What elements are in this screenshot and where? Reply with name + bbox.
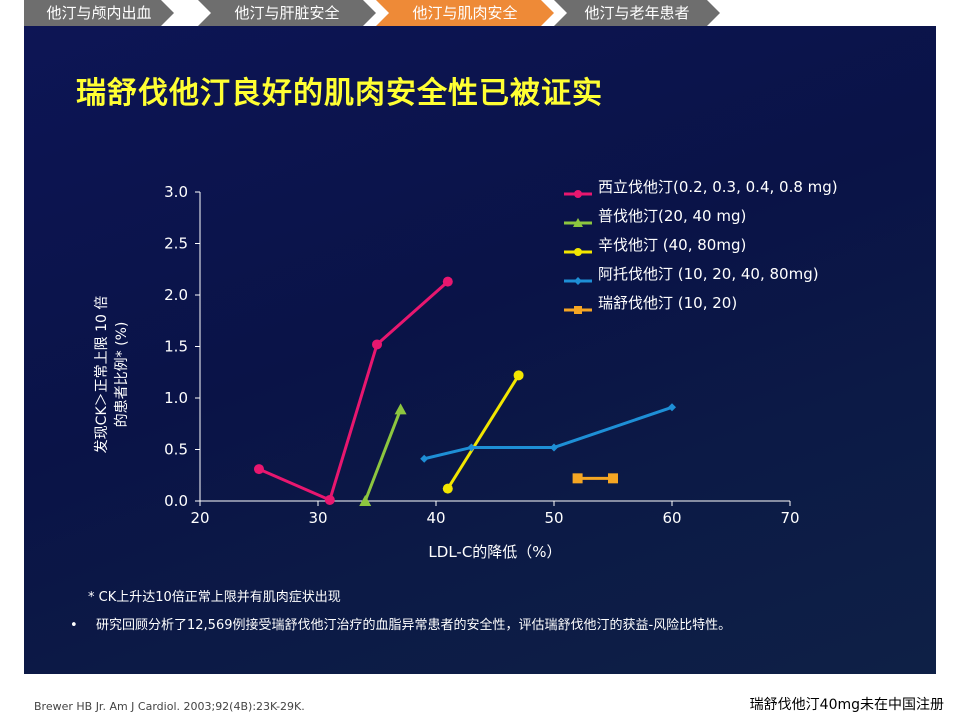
slide-title: 瑞舒伐他汀良好的肌肉安全性已被证实 xyxy=(76,76,603,111)
tab-label: 他汀与颅内出血 xyxy=(46,4,152,22)
tab-elderly-patients[interactable]: 他汀与老年患者 xyxy=(554,0,720,26)
chart-axes: 20 30 40 50 60 70 0.0 0.5 1.0 1.5 2.0 2.5 3.0 LDL-C… xyxy=(94,183,800,561)
legend-marker xyxy=(574,190,582,198)
x-axis-label: LDL-C的降低（%） xyxy=(428,543,561,561)
data-point xyxy=(513,370,524,381)
legend-marker xyxy=(573,218,583,227)
tab-intracranial-hemorrhage[interactable]: 他汀与颅内出血 xyxy=(24,0,174,26)
x-tick-label: 30 xyxy=(308,509,327,527)
series-line xyxy=(258,280,449,503)
legend-item: 辛伐他汀 (40, 80mg) xyxy=(564,236,746,256)
legend-item: 阿托伐他汀 (10, 20, 40, 80mg) xyxy=(564,265,819,285)
series-1 xyxy=(254,276,453,505)
data-point xyxy=(442,483,453,494)
x-tick-label: 60 xyxy=(662,509,681,527)
study-note-text: 研究回顾分析了12,569例接受瑞舒伐他汀治疗的血脂异常患者的安全性，评估瑞舒伐… xyxy=(96,618,732,633)
data-point xyxy=(394,403,407,415)
chart-legend: 西立伐他汀(0.2, 0.3, 0.4, 0.8 mg) 普伐他汀(20, 40 … xyxy=(564,178,838,314)
data-point xyxy=(467,443,476,452)
legend-marker xyxy=(574,277,582,285)
x-tick-label: 40 xyxy=(426,509,445,527)
data-point xyxy=(324,494,335,505)
y-axis-label-line-2: 的患者比例* (%) xyxy=(114,322,130,428)
y-axis-label: 发现CK＞正常上限 10 倍 的患者比例* (%) xyxy=(94,296,130,454)
tab-muscle-safety[interactable]: 他汀与肌肉安全 xyxy=(376,0,554,26)
muscle-safety-chart: 20 30 40 50 60 70 0.0 0.5 1.0 1.5 2.0 2.5 3.0 LDL-C… xyxy=(94,178,838,561)
y-tick-label: 2.5 xyxy=(164,235,188,253)
chart-series xyxy=(254,276,676,506)
citation: Brewer HB Jr. Am J Cardiol. 2003;92(4B):… xyxy=(34,700,305,713)
series-3 xyxy=(442,370,524,494)
y-axis-label-line-1: 发现CK＞正常上限 10 倍 xyxy=(94,296,110,454)
y-tick-label: 1.5 xyxy=(164,338,188,356)
series-line xyxy=(423,405,673,461)
section-tab-bar: 他汀与颅内出血 他汀与肝脏安全 他汀与肌肉安全 他汀与老年患者 xyxy=(24,0,724,26)
data-point xyxy=(550,443,558,452)
tab-label: 他汀与老年患者 xyxy=(584,4,690,22)
data-point xyxy=(442,276,453,287)
registration-note: 瑞舒伐他汀40mg未在中国注册 xyxy=(749,697,944,713)
data-point xyxy=(420,454,429,463)
data-point xyxy=(572,473,583,484)
legend-item: 西立伐他汀(0.2, 0.3, 0.4, 0.8 mg) xyxy=(564,178,838,198)
data-point xyxy=(254,464,264,475)
study-note: • 研究回顾分析了12,569例接受瑞舒伐他汀治疗的血脂异常患者的安全性，评估瑞舒… xyxy=(70,614,731,633)
bullet-dot: • xyxy=(70,618,78,633)
tab-label: 他汀与肌肉安全 xyxy=(412,4,518,22)
y-tick-label: 1.0 xyxy=(164,389,188,407)
y-tick-label: 0.0 xyxy=(164,492,188,510)
legend-label: 普伐他汀(20, 40 mg) xyxy=(598,207,746,225)
footnote: * CK上升达10倍正常上限并有肌肉症状出现 xyxy=(88,590,341,605)
data-point xyxy=(668,403,676,412)
x-tick-label: 20 xyxy=(190,509,209,527)
legend-marker xyxy=(574,306,582,314)
legend-item: 普伐他汀(20, 40 mg) xyxy=(564,207,746,227)
slide-panel: 瑞舒伐他汀良好的肌肉安全性已被证实 20 30 40 50 60 70 0.0 0.5 1.0… xyxy=(24,26,936,674)
tab-label: 他汀与肝脏安全 xyxy=(234,4,340,22)
series-2 xyxy=(359,403,407,506)
x-tick-label: 70 xyxy=(780,509,799,527)
tab-liver-safety[interactable]: 他汀与肝脏安全 xyxy=(198,0,376,26)
legend-label: 辛伐他汀 (40, 80mg) xyxy=(598,236,746,254)
data-point xyxy=(359,495,372,506)
legend-label: 阿托伐他汀 (10, 20, 40, 80mg) xyxy=(598,265,819,283)
series-line xyxy=(446,374,520,490)
data-point xyxy=(608,473,618,484)
y-tick-label: 3.0 xyxy=(164,183,188,201)
y-tick-label: 0.5 xyxy=(164,441,188,459)
x-axis-ticks: 20 30 40 50 60 70 xyxy=(190,501,800,527)
series-line xyxy=(363,408,402,502)
series-4 xyxy=(420,403,676,463)
y-tick-label: 2.0 xyxy=(164,286,188,304)
y-axis-ticks: 0.0 0.5 1.0 1.5 2.0 2.5 3.0 xyxy=(164,183,200,510)
legend-label: 西立伐他汀(0.2, 0.3, 0.4, 0.8 mg) xyxy=(598,178,838,196)
x-tick-label: 50 xyxy=(544,509,563,527)
data-point xyxy=(372,339,382,350)
legend-label: 瑞舒伐他汀 (10, 20) xyxy=(598,294,737,312)
legend-item: 瑞舒伐他汀 (10, 20) xyxy=(564,294,737,314)
series-5 xyxy=(572,473,618,484)
legend-marker xyxy=(574,248,582,256)
